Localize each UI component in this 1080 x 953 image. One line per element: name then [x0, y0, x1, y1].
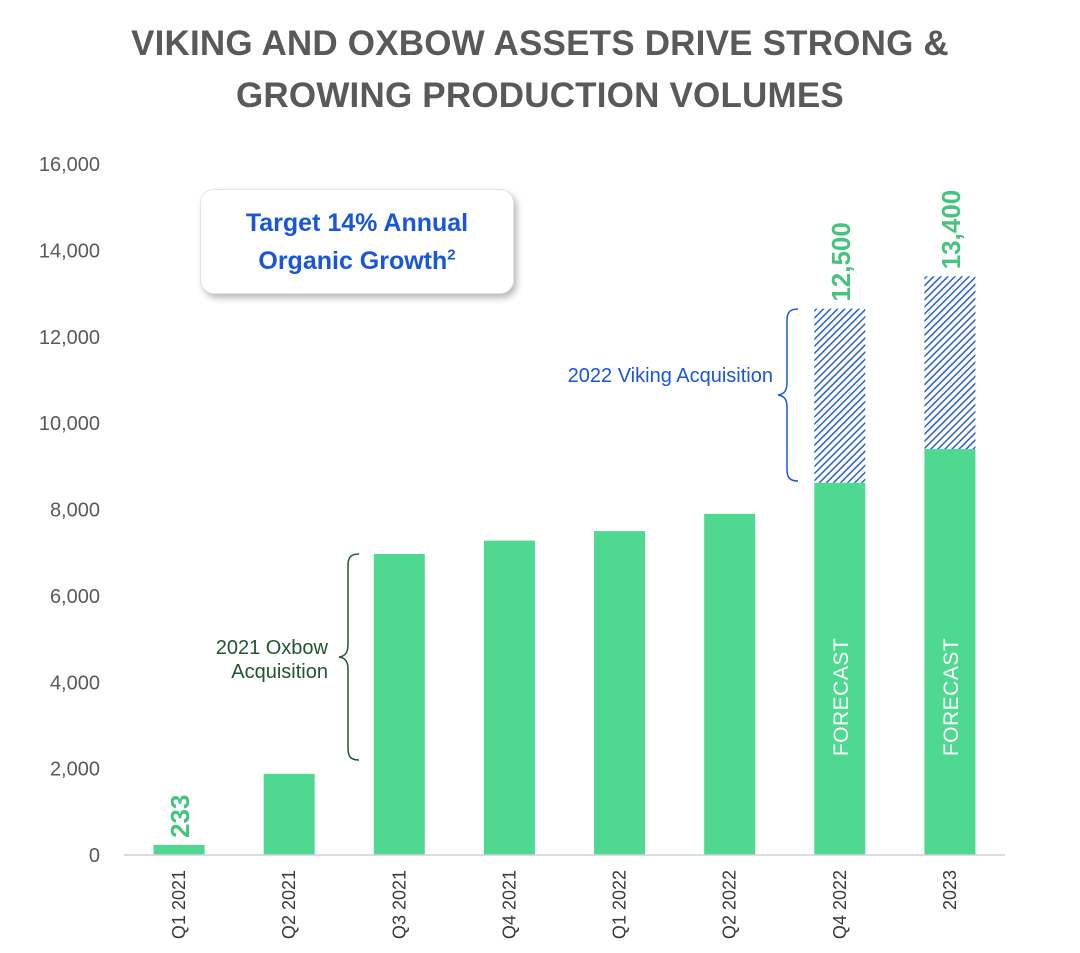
bar-base [483, 540, 535, 855]
y-axis: 0 2,000 4,000 6,000 8,000 10,000 12,000 14,000 1… [39, 154, 100, 867]
y-tick-label: 10,000 [39, 413, 100, 435]
bar-value-label: 13,400 [936, 190, 966, 270]
callout-line-2: Organic Growth2 [258, 246, 456, 275]
bar-base [704, 513, 756, 855]
y-tick-label: 4,000 [50, 672, 100, 694]
x-tick-label: Q3 2021 [389, 870, 409, 939]
growth-target-callout: Target 14% Annual Organic Growth2 [200, 189, 514, 294]
bar-base [594, 531, 646, 855]
y-tick-label: 14,000 [39, 240, 100, 262]
bar-acquisition [924, 276, 976, 450]
chart-title: VIKING AND OXBOW ASSETS DRIVE STRONG & G… [0, 18, 1080, 122]
chart-title-line-1: VIKING AND OXBOW ASSETS DRIVE STRONG & [131, 24, 949, 63]
oxbow-brace [338, 553, 360, 761]
oxbow-label-line-2: Acquisition [231, 661, 328, 683]
data-labels: 233 12,500 13,400 FORECAST FORECAST [165, 190, 966, 838]
footnote-marker: 2 [447, 246, 456, 264]
bar-value-label: 12,500 [826, 222, 856, 302]
bars [153, 276, 976, 855]
forecast-label: FORECAST [940, 638, 963, 756]
y-tick-label: 16,000 [39, 154, 100, 176]
bar-value-label: 233 [165, 795, 195, 838]
bar-base [153, 844, 205, 855]
y-tick-label: 8,000 [50, 500, 100, 522]
callout-line-1: Target 14% Annual [245, 209, 469, 237]
x-axis: Q1 2021 Q2 2021 Q3 2021 Q4 2021 Q1 2022 Q2 20… [124, 854, 1005, 939]
oxbow-label-line-1: 2021 Oxbow [216, 637, 329, 659]
viking-label: 2022 Viking Acquisition [568, 365, 773, 387]
x-tick-label: Q2 2021 [279, 870, 299, 939]
y-tick-label: 0 [89, 845, 100, 867]
bar-base [924, 449, 976, 855]
x-tick-label: Q1 2021 [169, 870, 189, 939]
y-tick-label: 12,000 [39, 327, 100, 349]
viking-brace [777, 308, 799, 482]
forecast-label: FORECAST [830, 638, 853, 756]
y-tick-label: 2,000 [50, 759, 100, 781]
bar-base [263, 773, 315, 855]
bar-base [373, 553, 425, 855]
x-tick-label: Q4 2022 [830, 870, 850, 939]
chart-title-line-2: GROWING PRODUCTION VOLUMES [236, 76, 844, 115]
bar-base [814, 482, 866, 855]
x-tick-label: Q2 2022 [720, 870, 740, 939]
x-tick-label: 2023 [940, 870, 960, 910]
x-tick-label: Q4 2021 [499, 870, 519, 939]
y-tick-label: 6,000 [50, 586, 100, 608]
bar-acquisition [814, 308, 866, 483]
x-tick-label: Q1 2022 [610, 870, 630, 939]
